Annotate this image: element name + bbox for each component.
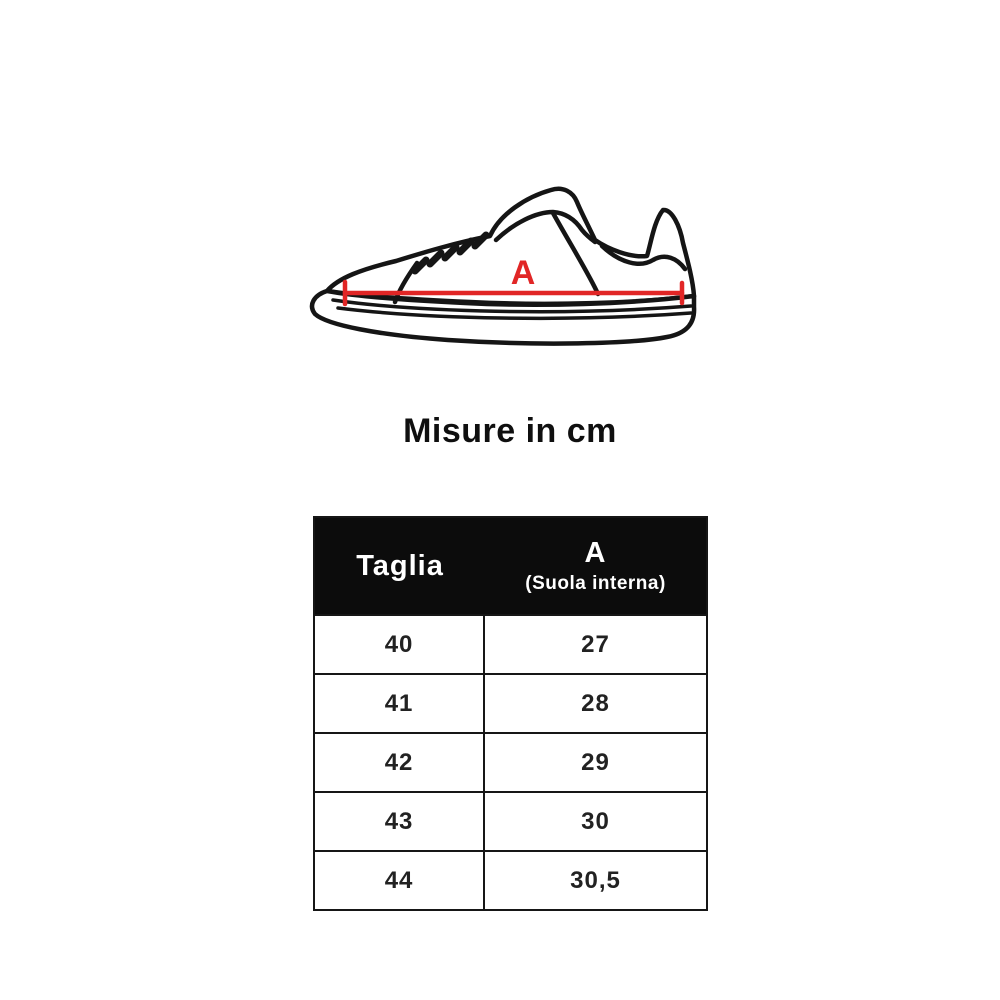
header-label-a: A (584, 537, 607, 569)
table-row: 44 30,5 (315, 850, 706, 909)
header-cell-taglia: Taglia (315, 518, 485, 614)
cell-insole: 30,5 (570, 866, 621, 894)
table-row: 40 27 (315, 614, 706, 673)
page-title: Misure in cm (403, 412, 617, 450)
table-row: 43 30 (315, 791, 706, 850)
cell-insole: 27 (581, 630, 610, 658)
lace-loops (411, 231, 490, 275)
table-row: 41 28 (315, 673, 706, 732)
cell-size: 44 (315, 852, 486, 909)
sneaker-side-view-drawing: A (309, 186, 697, 346)
cell-size: 40 (315, 616, 486, 673)
cell-insole: 30 (581, 807, 610, 835)
measurement-overlay (342, 279, 685, 307)
size-table: Taglia A (Suola interna) 40 27 41 28 42 … (313, 516, 708, 911)
sole-stripe-line (336, 306, 693, 321)
cell-size: 41 (315, 675, 486, 732)
collar-inner-line (493, 209, 598, 245)
header-sublabel-insole: (Suola interna) (525, 573, 666, 594)
sneaker-illustration: A (300, 150, 720, 360)
header-cell-insole: A (Suola interna) (485, 518, 706, 614)
measure-label-a: A (511, 254, 536, 292)
quarter-seam-line (550, 210, 601, 297)
cell-size: 43 (315, 793, 486, 850)
header-label-taglia: Taglia (356, 549, 444, 582)
size-table-header: Taglia A (Suola interna) (315, 518, 706, 614)
cell-insole: 28 (581, 689, 610, 717)
cell-insole: 29 (581, 748, 610, 776)
cell-size: 42 (315, 734, 486, 791)
table-row: 42 29 (315, 732, 706, 791)
sole-stripe-line (331, 298, 693, 314)
vamp-seam-line (392, 260, 420, 305)
heel-counter-line (599, 243, 688, 272)
